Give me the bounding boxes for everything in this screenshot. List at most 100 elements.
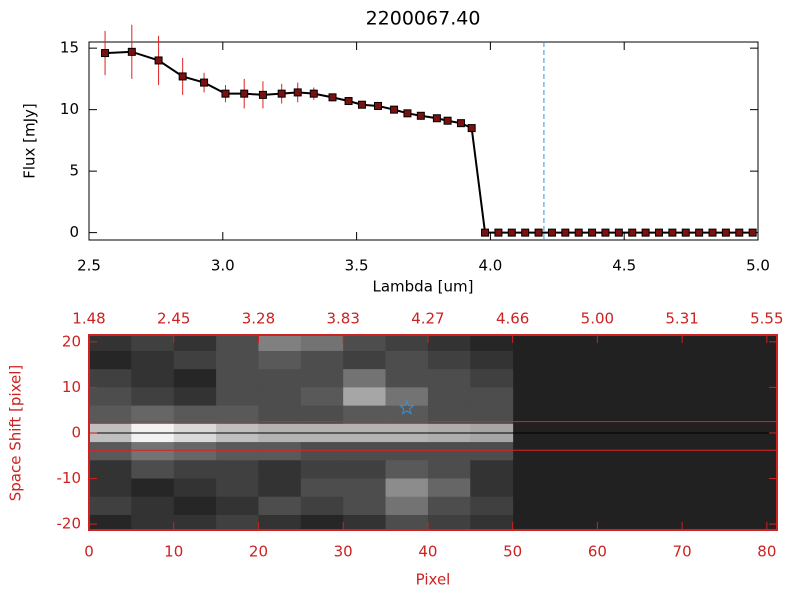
marker	[240, 89, 249, 98]
x-tick-label: 4.5	[612, 257, 636, 275]
pixel	[300, 369, 344, 388]
pixel	[385, 335, 429, 352]
pixel	[470, 335, 514, 352]
marker	[708, 228, 717, 237]
marker	[416, 111, 425, 120]
pixel	[173, 405, 217, 425]
pixel	[385, 442, 429, 461]
pixel	[89, 478, 132, 498]
pixel	[427, 496, 471, 516]
x2-tick-label: 5.00	[581, 310, 614, 328]
pixel	[385, 405, 429, 425]
pixel	[216, 387, 259, 407]
pixel	[258, 496, 302, 516]
pixel	[385, 514, 429, 530]
pixel	[89, 387, 132, 407]
image	[89, 335, 777, 530]
pixel	[470, 387, 514, 407]
x-tick-label: 10	[164, 543, 183, 561]
marker	[481, 228, 490, 237]
pixel	[131, 478, 175, 498]
y-tick-label: 10	[62, 378, 81, 396]
pixel	[216, 496, 259, 516]
marker	[200, 78, 209, 87]
y-tick-label: 0	[71, 423, 81, 441]
x-tick-label: 2.5	[77, 257, 101, 275]
pixel	[131, 496, 175, 516]
y-tick-label: -20	[57, 515, 82, 533]
y-tick-label: 20	[62, 332, 81, 350]
x-tick-label: 3.5	[345, 257, 369, 275]
marker	[574, 228, 583, 237]
marker	[293, 88, 302, 97]
pixel	[131, 335, 175, 352]
pixel	[173, 350, 217, 370]
pixel	[300, 514, 344, 530]
marker	[494, 228, 503, 237]
marker	[561, 228, 570, 237]
pixel	[89, 514, 132, 530]
marker	[390, 105, 399, 114]
x2-tick-label: 3.83	[326, 310, 359, 328]
pixel	[89, 496, 132, 516]
pixel	[300, 460, 344, 480]
pixel	[470, 478, 514, 498]
pixel	[300, 496, 344, 516]
pixel	[216, 478, 259, 498]
pixel	[258, 405, 302, 425]
star-marker	[398, 399, 415, 415]
pixel	[258, 350, 302, 370]
marker	[374, 101, 383, 110]
x2-tick-label: 2.45	[157, 310, 190, 328]
pixel	[131, 405, 175, 425]
pixel	[89, 369, 132, 388]
pixel	[258, 460, 302, 480]
marker	[614, 228, 623, 237]
x-axis-label: Pixel	[416, 571, 451, 589]
y-tick-label: 10	[60, 100, 79, 118]
marker	[328, 93, 337, 102]
marker	[101, 49, 110, 58]
pixel	[300, 442, 344, 461]
pixel	[427, 369, 471, 388]
marker	[127, 47, 136, 56]
plot-frame	[88, 41, 759, 241]
pixel	[216, 369, 259, 388]
y-tick-label: 5	[69, 162, 79, 180]
marker	[507, 228, 516, 237]
pixel	[385, 387, 429, 407]
x2-tick-label: 3.28	[242, 310, 275, 328]
x-tick-label: 80	[757, 543, 776, 561]
pixel	[131, 369, 175, 388]
pixel	[173, 460, 217, 480]
y-tick-label: 0	[69, 223, 79, 241]
x2-tick-label: 5.55	[750, 310, 783, 328]
pixel	[216, 460, 259, 480]
pixel	[427, 350, 471, 370]
pixel	[470, 496, 514, 516]
marker	[443, 116, 452, 125]
pixel	[470, 514, 514, 530]
marker	[534, 228, 543, 237]
marker	[467, 124, 476, 133]
pixel	[343, 405, 387, 425]
marker	[695, 228, 704, 237]
chart-title: 2200067.40	[366, 8, 481, 30]
x-tick-label: 70	[673, 543, 692, 561]
marker	[456, 119, 465, 128]
x-tick-label: 20	[249, 543, 268, 561]
x2-tick-label: 4.66	[496, 310, 529, 328]
marker	[221, 89, 230, 98]
pixel	[427, 442, 471, 461]
pixel	[427, 478, 471, 498]
marker	[628, 228, 637, 237]
pixel	[427, 387, 471, 407]
pixel	[470, 405, 514, 425]
pixel	[300, 335, 344, 352]
marker	[654, 228, 663, 237]
x2-tick-label: 5.31	[665, 310, 698, 328]
marker	[681, 228, 690, 237]
pixel	[89, 405, 132, 425]
pixel	[385, 478, 429, 498]
marker	[641, 228, 650, 237]
